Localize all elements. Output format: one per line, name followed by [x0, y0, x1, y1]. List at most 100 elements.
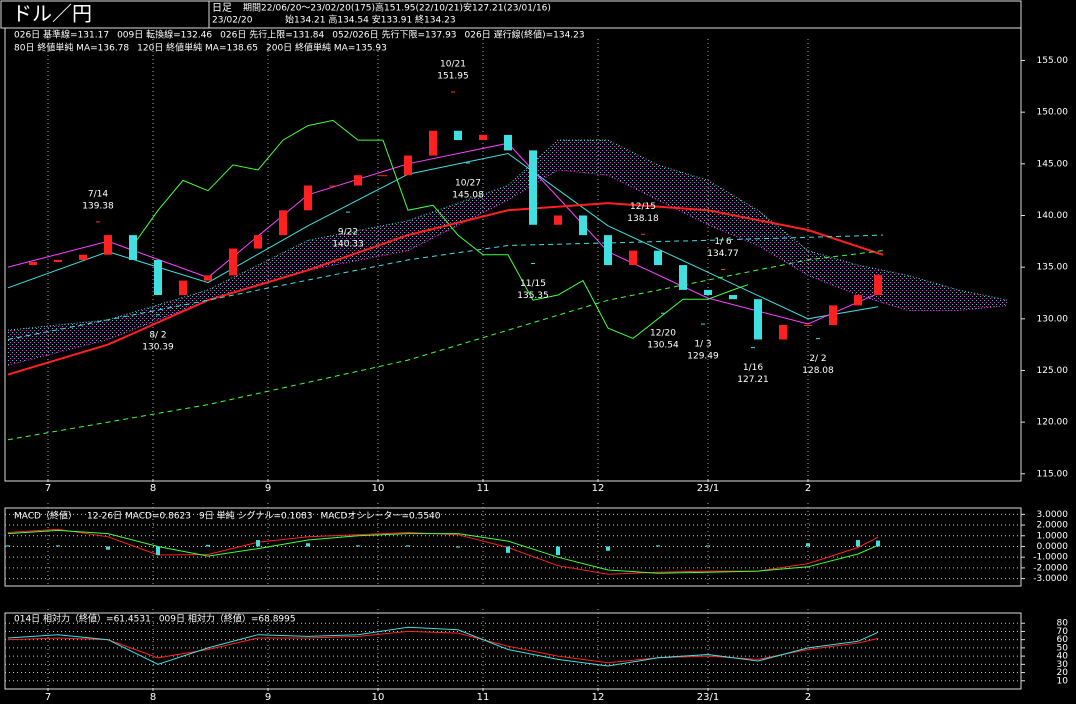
candle — [604, 235, 612, 266]
candle — [104, 235, 112, 255]
annotation-date: 1/16 — [743, 363, 763, 373]
y-tick-label: -3.0000 — [1033, 574, 1068, 584]
series-line — [7, 529, 879, 574]
mode: 日足 — [212, 2, 232, 14]
y-tick-label: 140.00 — [1037, 211, 1069, 221]
y-tick-label: 30 — [1057, 660, 1069, 670]
period: 期間22/06/20～23/02/20(175)高151.95(22/10/21… — [243, 2, 551, 14]
candle — [29, 261, 37, 266]
candle — [179, 280, 187, 296]
rsi-panel — [4, 612, 1022, 690]
series-line — [7, 626, 879, 667]
osc-bar — [306, 543, 310, 547]
candle — [729, 295, 737, 300]
annotation-value: 139.38 — [82, 201, 114, 211]
legend-entry: 009日 転換線=132.46 — [117, 29, 212, 41]
x-tick-label: 9 — [265, 692, 271, 703]
x-tick-label: 2 — [805, 483, 811, 494]
osc-bar — [456, 546, 460, 548]
candle — [279, 210, 287, 236]
candle — [204, 275, 212, 281]
annotation-value: 151.95 — [437, 72, 469, 82]
y-tick-label: 150.00 — [1037, 108, 1069, 118]
annotation-value: 130.39 — [142, 342, 174, 352]
osc-bar — [806, 543, 810, 547]
candle — [679, 265, 687, 290]
candle — [379, 175, 387, 177]
x-tick-label: 12 — [592, 483, 605, 494]
candle — [329, 185, 337, 187]
series-line — [7, 528, 879, 575]
y-tick-label: 50 — [1057, 643, 1069, 653]
legend-entry: MACDオシレーター=0.5540 — [321, 511, 441, 522]
candle — [129, 235, 137, 260]
legend-entry: 052/026日 先行下限=137.93 — [332, 29, 456, 41]
y-tick-label: 70 — [1057, 627, 1069, 637]
candle — [254, 235, 262, 249]
y-tick-label: -1.0000 — [1033, 553, 1068, 563]
candle — [154, 259, 162, 296]
legend-entry: 200日 終値単純 MA=135.93 — [266, 42, 387, 54]
osc-bar — [156, 546, 160, 556]
legend-entry: 009日 相対力（終値）=68.8995 — [159, 613, 296, 625]
x-tick-label: 23/1 — [697, 692, 719, 703]
candle — [829, 305, 837, 326]
candle — [779, 325, 787, 340]
candle — [754, 299, 762, 340]
annotation-value: 128.08 — [802, 366, 834, 376]
x-tick-label: 10 — [372, 483, 385, 494]
x-tick-label: 8 — [150, 483, 156, 494]
x-tick-label: 10 — [372, 692, 385, 703]
legend-entry: 80日 終値単純 MA=136.78 — [14, 42, 129, 54]
series-line — [7, 139, 1009, 331]
candle — [854, 295, 862, 306]
annotation-date: 8/ 2 — [149, 330, 166, 340]
candle — [404, 155, 412, 176]
y-tick-label: 0.0000 — [1037, 542, 1069, 552]
osc-bar — [876, 540, 880, 547]
candle — [479, 134, 487, 141]
y-tick-label: 155.00 — [1037, 56, 1069, 66]
ohlc: 始134.21 高134.54 安133.91 終134.23 — [285, 14, 456, 26]
annotation-value: 145.08 — [452, 190, 484, 200]
candle — [354, 175, 362, 186]
y-tick-label: 80 — [1057, 619, 1069, 629]
candle — [454, 130, 462, 141]
annotation-date: 10/21 — [440, 60, 466, 70]
candle — [504, 134, 512, 151]
x-tick-label: 2 — [805, 692, 811, 703]
osc-bar — [206, 544, 210, 547]
annotation-date: 1/ 3 — [694, 340, 711, 350]
candle — [579, 215, 587, 236]
candle — [874, 275, 882, 296]
candle — [704, 289, 712, 296]
y-tick-label: 10 — [1057, 676, 1069, 686]
annotation-date: 10/27 — [455, 178, 481, 188]
candle — [54, 259, 62, 262]
candle — [529, 150, 537, 225]
y-tick-label: 40 — [1057, 652, 1069, 662]
osc-bar — [506, 546, 510, 553]
annotation-value: 135.35 — [517, 291, 549, 301]
y-tick-label: 120.00 — [1037, 418, 1069, 428]
main-panel — [4, 27, 1022, 482]
series-line — [7, 630, 879, 664]
y-tick-label: 130.00 — [1037, 314, 1069, 324]
y-tick-label: -2.0000 — [1033, 563, 1068, 573]
series-line — [7, 234, 884, 340]
y-tick-label: 135.00 — [1037, 263, 1069, 273]
panel-title: MACD（終値） — [14, 510, 77, 522]
y-tick-label: 125.00 — [1037, 366, 1069, 376]
y-tick-label: 2.0000 — [1037, 521, 1069, 531]
x-tick-label: 11 — [477, 692, 490, 703]
y-tick-label: 1.0000 — [1037, 531, 1069, 541]
x-tick-label: 7 — [45, 692, 51, 703]
annotation-value: 130.54 — [647, 341, 679, 351]
title: ドル／円 — [12, 2, 92, 26]
osc-bar — [6, 545, 10, 547]
candle — [629, 250, 637, 266]
legend-entry: 12-26日 MACD=0.8623 — [87, 511, 191, 522]
cloud — [8, 140, 1008, 366]
y-tick-label: 3.0000 — [1037, 510, 1069, 520]
candle — [229, 248, 237, 276]
